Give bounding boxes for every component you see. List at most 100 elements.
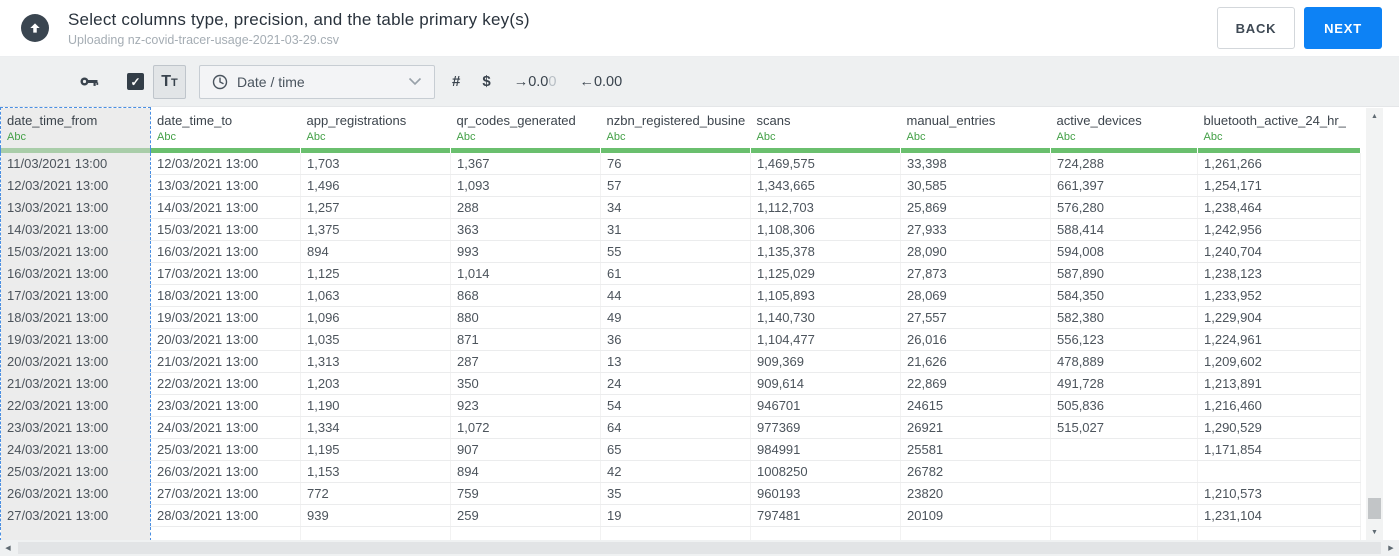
cell[interactable]: 22/03/2021 13:00: [150, 372, 301, 395]
cell[interactable]: 18/03/2021 13:00: [150, 284, 301, 307]
cell[interactable]: 939: [300, 504, 451, 527]
cell[interactable]: 1,242,956: [1197, 218, 1361, 241]
cell[interactable]: 1,313: [300, 350, 451, 373]
number-type-button[interactable]: #: [452, 73, 461, 90]
cell[interactable]: 22,869: [900, 372, 1051, 395]
cell[interactable]: 880: [450, 306, 601, 329]
cell[interactable]: 61: [600, 262, 751, 285]
cell[interactable]: 868: [450, 284, 601, 307]
cell[interactable]: 34: [600, 196, 751, 219]
cell[interactable]: 1008250: [750, 460, 901, 483]
cell[interactable]: 491,728: [1050, 372, 1198, 395]
cell[interactable]: 1,035: [300, 328, 451, 351]
cell[interactable]: 287: [450, 350, 601, 373]
cell[interactable]: 724,288: [1050, 152, 1198, 175]
cell[interactable]: 13/03/2021 13:00: [150, 174, 301, 197]
cell[interactable]: 27/03/2021 13:00: [0, 504, 151, 527]
cell[interactable]: 13/03/2021 13:00: [0, 196, 151, 219]
scroll-left-arrow-icon[interactable]: [0, 544, 16, 552]
cell[interactable]: 1,238,123: [1197, 262, 1361, 285]
cell[interactable]: 759: [450, 482, 601, 505]
cell[interactable]: 1,135,378: [750, 240, 901, 263]
cell[interactable]: [1197, 460, 1361, 483]
cell[interactable]: 20/03/2021 13:00: [150, 328, 301, 351]
cell[interactable]: 26/03/2021 13:00: [150, 460, 301, 483]
vertical-scroll-track[interactable]: [1366, 124, 1383, 524]
scroll-right-arrow-icon[interactable]: [1383, 544, 1399, 552]
cell[interactable]: 19/03/2021 13:00: [0, 328, 151, 351]
cell[interactable]: 27,557: [900, 306, 1051, 329]
cell[interactable]: 907: [450, 438, 601, 461]
cell[interactable]: 21/03/2021 13:00: [0, 372, 151, 395]
cell[interactable]: 1,216,460: [1197, 394, 1361, 417]
cell[interactable]: 24615: [900, 394, 1051, 417]
cell[interactable]: 55: [600, 240, 751, 263]
cell[interactable]: 16/03/2021 13:00: [150, 240, 301, 263]
column-header-date_time_to[interactable]: date_time_to Abc: [151, 108, 301, 148]
cell[interactable]: 582,380: [1050, 306, 1198, 329]
cell[interactable]: 584,350: [1050, 284, 1198, 307]
column-header-scans[interactable]: scans Abc: [751, 108, 901, 148]
cell[interactable]: 1,240,704: [1197, 240, 1361, 263]
cell[interactable]: 26782: [900, 460, 1051, 483]
cell[interactable]: 25/03/2021 13:00: [150, 438, 301, 461]
cell[interactable]: 946701: [750, 394, 901, 417]
column-header-manual_entries[interactable]: manual_entries Abc: [901, 108, 1051, 148]
cell[interactable]: 1,108,306: [750, 218, 901, 241]
cell[interactable]: 15/03/2021 13:00: [150, 218, 301, 241]
cell[interactable]: 27/03/2021 13:00: [150, 482, 301, 505]
cell[interactable]: 11/03/2021 13:00: [0, 152, 151, 175]
cell[interactable]: 1,469,575: [750, 152, 901, 175]
scroll-up-arrow-icon[interactable]: [1366, 108, 1383, 124]
cell[interactable]: 31: [600, 218, 751, 241]
cell[interactable]: 1,375: [300, 218, 451, 241]
cell[interactable]: 993: [450, 240, 601, 263]
cell[interactable]: 960193: [750, 482, 901, 505]
cell[interactable]: 1,343,665: [750, 174, 901, 197]
cell[interactable]: 772: [300, 482, 451, 505]
cell[interactable]: 28/03/2021 13:00: [150, 504, 301, 527]
vertical-scrollbar[interactable]: [1366, 108, 1383, 540]
cell[interactable]: 515,027: [1050, 416, 1198, 439]
column-header-date_time_from[interactable]: date_time_from Abc: [0, 107, 151, 148]
cell[interactable]: 20/03/2021 13:00: [0, 350, 151, 373]
cell[interactable]: 797481: [750, 504, 901, 527]
cell[interactable]: [1050, 504, 1198, 527]
cell[interactable]: 65: [600, 438, 751, 461]
cell[interactable]: 21/03/2021 13:00: [150, 350, 301, 373]
cell[interactable]: 13: [600, 350, 751, 373]
cell[interactable]: 894: [300, 240, 451, 263]
cell[interactable]: 14/03/2021 13:00: [150, 196, 301, 219]
column-header-app_registrations[interactable]: app_registrations Abc: [301, 108, 451, 148]
cell[interactable]: 1,203: [300, 372, 451, 395]
cell[interactable]: 1,257: [300, 196, 451, 219]
cell[interactable]: 909,369: [750, 350, 901, 373]
horizontal-scrollbar[interactable]: [0, 540, 1399, 556]
cell[interactable]: 1,334: [300, 416, 451, 439]
cell[interactable]: 57: [600, 174, 751, 197]
cell[interactable]: 19/03/2021 13:00: [150, 306, 301, 329]
cell[interactable]: 1,063: [300, 284, 451, 307]
horizontal-scroll-track[interactable]: [16, 540, 1383, 556]
cell[interactable]: 14/03/2021 13:00: [0, 218, 151, 241]
cell[interactable]: 587,890: [1050, 262, 1198, 285]
cell[interactable]: 26,016: [900, 328, 1051, 351]
text-type-button[interactable]: Tt: [153, 64, 186, 99]
currency-type-button[interactable]: $: [482, 73, 491, 90]
cell[interactable]: 1,014: [450, 262, 601, 285]
cell[interactable]: 1,125: [300, 262, 451, 285]
cell[interactable]: 24: [600, 372, 751, 395]
cell[interactable]: 1,254,171: [1197, 174, 1361, 197]
cell[interactable]: 23/03/2021 13:00: [150, 394, 301, 417]
column-header-nzbn_registered_busine[interactable]: nzbn_registered_busine Abc: [601, 108, 751, 148]
cell[interactable]: 1,072: [450, 416, 601, 439]
cell[interactable]: 1,190: [300, 394, 451, 417]
cell[interactable]: 20109: [900, 504, 1051, 527]
cell[interactable]: 1,125,029: [750, 262, 901, 285]
back-button[interactable]: BACK: [1217, 7, 1295, 49]
next-button[interactable]: NEXT: [1304, 7, 1382, 49]
cell[interactable]: 12/03/2021 13:00: [0, 174, 151, 197]
cell[interactable]: 23820: [900, 482, 1051, 505]
cell[interactable]: 977369: [750, 416, 901, 439]
scroll-down-arrow-icon[interactable]: [1366, 524, 1383, 540]
